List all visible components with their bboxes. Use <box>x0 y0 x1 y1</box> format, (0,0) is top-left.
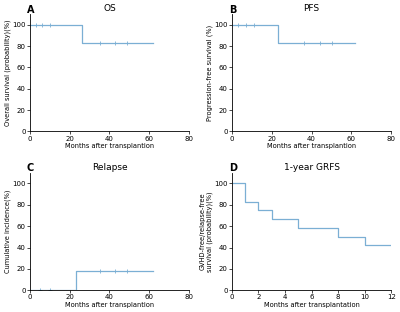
Y-axis label: Progression-free survival (%): Progression-free survival (%) <box>206 25 213 121</box>
X-axis label: Months after transplantion: Months after transplantion <box>65 302 154 308</box>
X-axis label: Months after transplantation: Months after transplantation <box>264 302 360 308</box>
X-axis label: Months after transplantion: Months after transplantion <box>267 143 356 149</box>
Title: Relapse: Relapse <box>92 163 127 172</box>
Text: B: B <box>229 5 236 15</box>
Text: C: C <box>26 163 34 173</box>
Y-axis label: Cumulative incidence(%): Cumulative incidence(%) <box>4 190 11 273</box>
Text: A: A <box>26 5 34 15</box>
X-axis label: Months after transplantion: Months after transplantion <box>65 143 154 149</box>
Y-axis label: Overall survival (probability)(%): Overall survival (probability)(%) <box>4 19 11 126</box>
Title: OS: OS <box>103 4 116 13</box>
Title: PFS: PFS <box>304 4 320 13</box>
Text: D: D <box>229 163 237 173</box>
Y-axis label: GVHD-free/relapse-free
survival (probability)(%): GVHD-free/relapse-free survival (probabi… <box>199 191 213 272</box>
Title: 1-year GRFS: 1-year GRFS <box>284 163 340 172</box>
